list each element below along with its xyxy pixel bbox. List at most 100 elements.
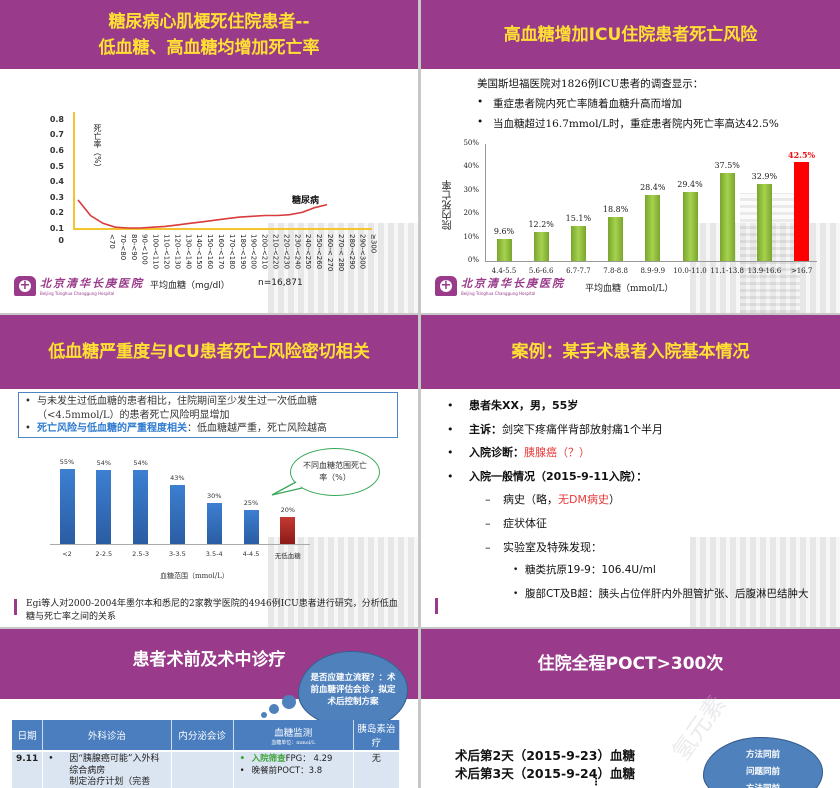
slide-5[interactable]: 患者术前及术中诊疗 是否应建立流程？：术前血糖评估会诊，拟定术后控制方案 日期 … [0, 629, 418, 788]
slide-3-header: 低血糖严重度与ICU患者死亡风险密切相关 [0, 315, 418, 389]
treatment-table: 日期 外科诊治 内分泌会诊 血糖监测 血糖单位：mmol/L 胰岛素治疗 9.11… [12, 720, 401, 788]
x-tick-label: 280-<290 [347, 234, 356, 270]
hospital-logo: 北京清华长庚医院 Beijing Tsinghua Changgung Hosp… [14, 275, 144, 296]
logo-name-en: Beijing Tsinghua Changgung Hospital [461, 291, 536, 296]
same-method-cloud: 方法同前 问题同前 方法同前 [703, 737, 823, 788]
slide-1-header: 糖尿病心肌梗死住院患者-- 低血糖、高血糖均增加死亡率 [0, 0, 418, 69]
x-tick-label: 5.6-6.6 [528, 267, 554, 275]
y-tick-label: 0.1 [49, 224, 64, 233]
summary-bullet-1: 与未发生过低血糖的患者相比，住院期间至少发生过一次低血糖（<4.5mmol/L）… [25, 395, 391, 422]
callout-pointer [271, 481, 303, 496]
logo-fragment [14, 599, 17, 615]
slide-2-intro: 美国斯坦福医院对1826例ICU患者的调查显示： [477, 78, 704, 90]
bar [96, 470, 112, 544]
x-tick-label: >16.7 [790, 267, 813, 275]
slide-4-header: 案例：某手术患者入院基本情况 [421, 315, 840, 389]
process-question-cloud: 是否应建立流程？：术前血糖评估会诊，拟定术后控制方案 [298, 651, 408, 729]
x-tick-label: 6.7-7.7 [566, 267, 591, 275]
thought-dot-small [261, 712, 267, 718]
slide-1[interactable]: 糖尿病心肌梗死住院患者-- 低血糖、高血糖均增加死亡率 0 0.1 0.2 0.3 0.… [0, 0, 418, 313]
bar [59, 469, 75, 544]
slide-4-title: 案例：某手术患者入院基本情况 [511, 342, 750, 362]
hospital-cross-icon [435, 275, 457, 296]
x-tick-label: 2.5-3 [132, 550, 149, 558]
list-item-ca199: 糖类抗原19-9：106.4U/ml [445, 559, 830, 583]
x-tick-label: 3.5-4 [205, 550, 223, 558]
postop-day2-line: 术后第2天（2015-9-23）血糖 [455, 748, 635, 763]
bar [719, 173, 735, 261]
col-header-surgery: 外科诊治 [42, 720, 172, 751]
y-axis-line [73, 112, 75, 230]
line-chart-mortality-glucose: 0 0.1 0.2 0.3 0.4 0.5 0.6 0.7 0.8 死亡率（%） 糖尿病 <70… [0, 100, 418, 290]
slide-3[interactable]: 低血糖严重度与ICU患者死亡风险密切相关 与未发生过低血糖的患者相比，住院期间至… [0, 315, 418, 627]
slide-2-title: 高血糖增加ICU住院患者死亡风险 [503, 24, 758, 45]
x-tick-label: 100-<110 [151, 234, 160, 270]
x-tick-label: 13.9-16.6 [747, 267, 782, 275]
y-tick-label: 0.7 [49, 130, 64, 140]
bar-value-label: 43% [170, 474, 185, 483]
y-tick-label: 0.5 [49, 161, 64, 171]
y-tick-label: 20% [463, 209, 479, 218]
x-tick-label: 2-2.5 [95, 550, 113, 558]
bar [570, 225, 586, 261]
table-row: 9.11 • 因“胰腺癌可能”入外科综合病房 制定治疗计划（完善 • 入院筛查FP… [12, 750, 401, 788]
bar-value-label: 29.4% [677, 180, 703, 190]
x-tick-label: <2 [62, 550, 72, 558]
postop-day3-line: 术后第3天（2015-9-24）血糖 [455, 766, 635, 781]
slide-6-title: 住院全程POCT>300次 [537, 654, 724, 674]
x-tick-label: 130-<140 [184, 234, 193, 270]
bar [243, 509, 259, 544]
bar-chart-icu-mortality: 0% 10% 20% 30% 40% 50% 9.6% 12.2% 15.1% 18.8% 28.… [421, 139, 840, 290]
cell-endocrine [171, 750, 234, 788]
x-tick-label: 190-<200 [249, 234, 258, 270]
bar [756, 184, 772, 261]
slide-6-header: 住院全程POCT>300次 [421, 629, 840, 699]
col-header-date: 日期 [12, 720, 44, 751]
x-tick-label: 260-< 270 [326, 234, 334, 272]
series-label: 糖尿病 [292, 196, 320, 206]
slide-5-title: 患者术前及术中诊疗 [132, 650, 286, 670]
cell-glucose: • 入院筛查FPG： 4.29 • 晚餐前POCT：3.8 [233, 750, 354, 788]
x-axis-label: 平均血糖（mg/dl） [150, 281, 230, 291]
x-axis-label: 血糖范围（mmol/L） [160, 572, 229, 580]
bar-value-label: 28.4% [640, 182, 666, 192]
bar-value-label: 37.5% [714, 161, 740, 171]
slide-1-title-line2: 低血糖、高血糖均增加死亡率 [98, 37, 320, 58]
y-tick-label: 0% [467, 256, 479, 264]
x-tick-label: 8.9-9.9 [640, 267, 666, 275]
bar [496, 238, 512, 261]
bar-value-label: 55% [59, 458, 75, 466]
list-item-patient: 患者朱XX，男，55岁 [445, 394, 830, 418]
x-tick-label: 240-<250 [304, 234, 313, 270]
slide-2-bullet-1: 重症患者院内死亡率随着血糖升高而增加 [477, 96, 682, 111]
y-tick-label: 0.3 [49, 192, 64, 202]
y-tick-label: 30% [463, 185, 479, 194]
cell-surgery: • 因“胰腺癌可能”入外科综合病房 制定治疗计划（完善 [42, 750, 172, 788]
slide-2[interactable]: 高血糖增加ICU住院患者死亡风险 美国斯坦福医院对1826例ICU患者的调查显示… [421, 0, 840, 313]
x-tick-label: 220-<230 [282, 234, 291, 270]
slide-2-bullet-2: 当血糖超过16.7mmol/L时，重症患者院内死亡率高达42.5% [477, 116, 779, 131]
list-item-complaint: 主诉：剑突下疼痛伴背部放射痛1个半月 [445, 418, 830, 442]
slide-2-header: 高血糖增加ICU住院患者死亡风险 [421, 0, 840, 69]
col-header-glucose: 血糖监测 血糖单位：mmol/L [233, 720, 354, 751]
cell-date: 9.11 [12, 750, 44, 788]
slide-6[interactable]: 住院全程POCT>300次 氢元素 术后第2天（2015-9-23）血糖 术后第… [421, 629, 840, 788]
ellipsis: ⋮ [591, 777, 601, 788]
chart-callout-bubble: 不同血糖范围死亡率（%） [290, 448, 380, 496]
slide-4[interactable]: 案例：某手术患者入院基本情况 患者朱XX，男，55岁 主诉：剑突下疼痛伴背部放射… [421, 315, 840, 627]
study-footnote: Egi等人对2000-2004年墨尔本和悉尼的2家教学医院的4946例ICU患者… [26, 599, 398, 622]
logo-name-cn: 北京清华长庚医院 [40, 277, 144, 290]
x-tick-label: 160-<170 [217, 234, 225, 270]
x-tick-label: 120-<130 [173, 234, 182, 270]
x-tick-label: 7.8-8.8 [603, 267, 628, 275]
x-tick-label: 230-<240 [293, 234, 302, 270]
x-tick-label: ≥300 [369, 234, 378, 254]
bar-value-label: 54% [133, 459, 148, 468]
x-tick-label: 3-3.5 [168, 550, 186, 558]
bar-value-label: 18.8% [602, 205, 629, 214]
x-tick-label: 200-<210 [260, 234, 269, 270]
x-tick-label: 4.4-5.5 [491, 267, 517, 275]
list-item-symptoms: 症状体征 [445, 512, 830, 536]
cell-insulin: 无 [353, 750, 401, 788]
bar-value-label: 20% [280, 505, 296, 514]
